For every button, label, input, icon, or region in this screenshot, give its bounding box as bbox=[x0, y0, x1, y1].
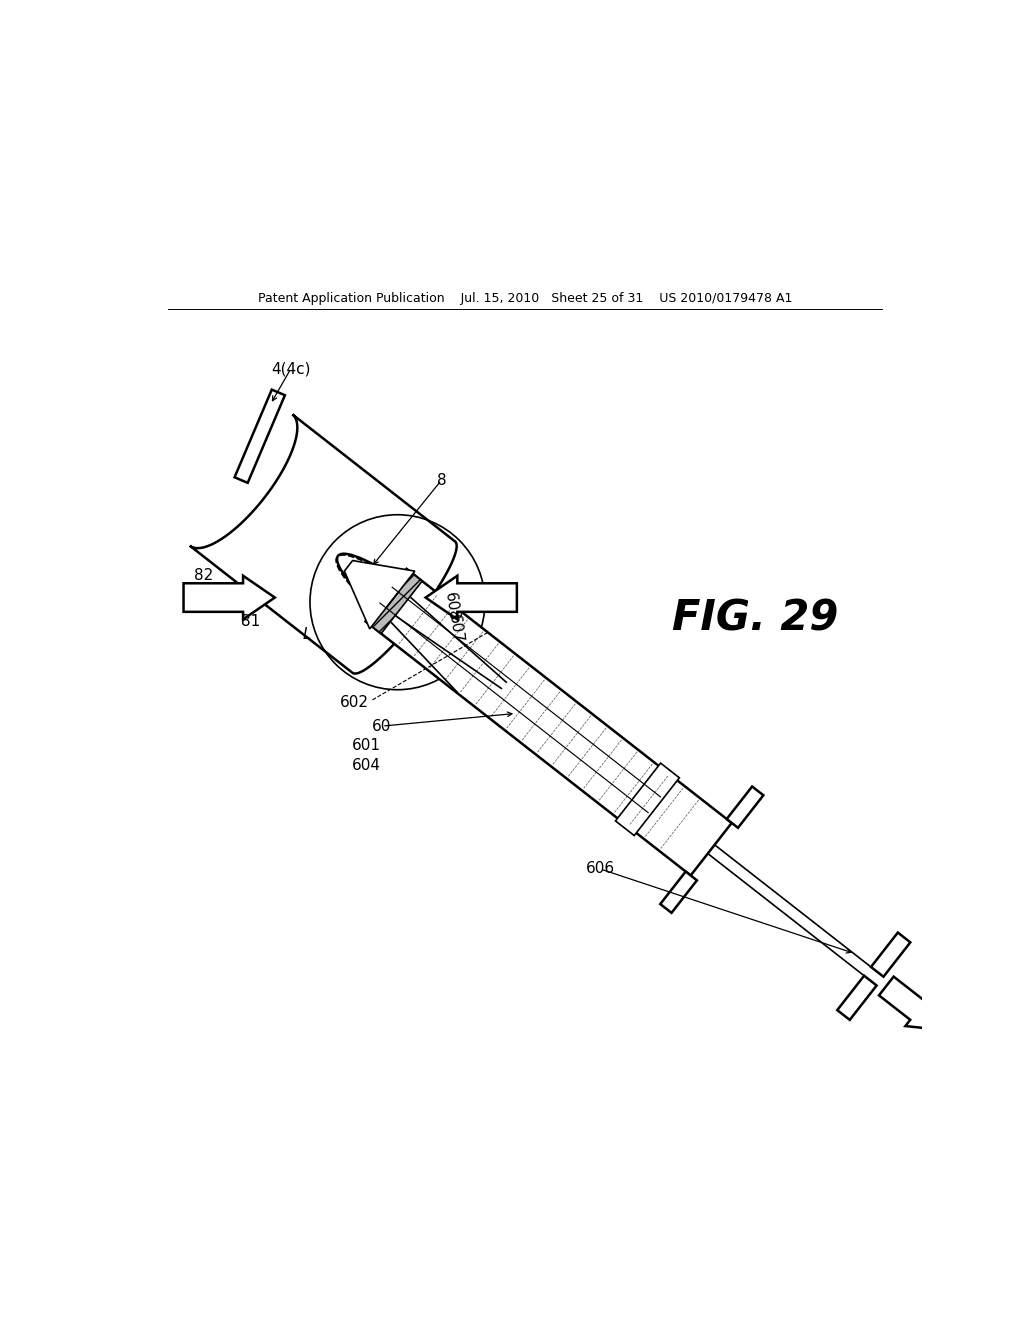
Polygon shape bbox=[189, 414, 457, 673]
Polygon shape bbox=[426, 576, 517, 619]
Text: 607: 607 bbox=[445, 612, 464, 644]
Polygon shape bbox=[234, 389, 285, 483]
Text: 60: 60 bbox=[373, 718, 391, 734]
Text: 8: 8 bbox=[436, 473, 446, 487]
Ellipse shape bbox=[337, 553, 470, 660]
Polygon shape bbox=[366, 569, 422, 634]
Polygon shape bbox=[727, 787, 763, 828]
Text: Patent Application Publication    Jul. 15, 2010   Sheet 25 of 31    US 2010/0179: Patent Application Publication Jul. 15, … bbox=[258, 292, 792, 305]
Text: 604: 604 bbox=[351, 758, 381, 774]
Text: 601: 601 bbox=[351, 738, 381, 754]
Polygon shape bbox=[838, 975, 877, 1020]
Polygon shape bbox=[366, 569, 732, 875]
Polygon shape bbox=[871, 932, 910, 977]
Polygon shape bbox=[498, 677, 525, 705]
Text: 606: 606 bbox=[586, 862, 614, 876]
Text: L: L bbox=[302, 627, 311, 643]
Polygon shape bbox=[879, 977, 942, 1030]
Text: 602: 602 bbox=[340, 694, 369, 710]
Polygon shape bbox=[344, 561, 415, 628]
Polygon shape bbox=[183, 576, 274, 619]
Text: 4(4c): 4(4c) bbox=[271, 362, 310, 376]
Text: 81: 81 bbox=[242, 614, 261, 628]
Text: 608: 608 bbox=[441, 591, 461, 623]
Polygon shape bbox=[615, 763, 679, 836]
Text: FIG. 29: FIG. 29 bbox=[672, 598, 838, 640]
Text: 82: 82 bbox=[194, 568, 213, 583]
Polygon shape bbox=[660, 871, 697, 913]
